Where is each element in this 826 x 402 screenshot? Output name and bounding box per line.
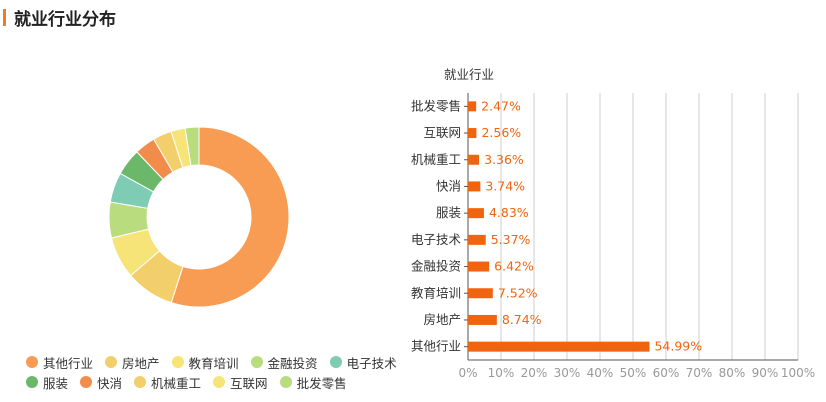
legend-label: 快消 <box>97 375 123 391</box>
bar-7 <box>468 288 493 299</box>
industry-donut-chart <box>108 126 290 308</box>
legend-item[interactable]: 机械重工 <box>134 373 201 392</box>
legend-item[interactable]: 批发零售 <box>279 373 347 392</box>
category-label: 金融投资 <box>411 259 461 274</box>
legend-label: 其他行业 <box>43 355 94 371</box>
bar-value-label: 2.56% <box>481 125 521 140</box>
legend-dot-icon <box>26 376 38 388</box>
donut-slice-9 <box>184 126 200 167</box>
bar-5 <box>468 234 486 245</box>
legend-label: 服装 <box>43 375 69 391</box>
bar-3 <box>468 181 481 192</box>
bar-9 <box>468 341 650 352</box>
category-label: 房地产 <box>423 312 461 327</box>
donut-legend: 其他行业 房地产 教育培训 金融投资 电子技术服装 快消 机械重工 互联网 批发零售 <box>26 352 406 392</box>
bar-1 <box>468 128 477 139</box>
category-label: 批发零售 <box>411 98 461 113</box>
legend-dot-icon <box>105 356 118 368</box>
bar-value-label: 4.83% <box>489 205 529 220</box>
bar-8 <box>468 314 497 325</box>
donut-slice-0 <box>170 126 290 308</box>
legend-row: 服装 快消 机械重工 互联网 批发零售 <box>26 372 406 392</box>
legend-dot-icon <box>213 376 226 388</box>
legend-dot-icon <box>26 356 38 368</box>
bar-value-label: 7.52% <box>498 285 538 300</box>
bar-6 <box>468 261 490 272</box>
x-tick-label: 80% <box>719 366 746 380</box>
x-tick-label: 30% <box>554 366 581 380</box>
x-tick-label: 10% <box>488 366 515 380</box>
legend-label: 金融投资 <box>267 355 318 371</box>
category-label: 教育培训 <box>411 285 461 300</box>
category-label: 机械重工 <box>411 152 461 167</box>
bar-value-label: 2.47% <box>481 98 521 113</box>
legend-label: 批发零售 <box>296 375 347 391</box>
legend-label: 机械重工 <box>151 375 202 391</box>
legend-row: 其他行业 房地产 教育培训 金融投资 电子技术 <box>26 352 406 372</box>
legend-item[interactable]: 服装 <box>26 373 68 392</box>
legend-item[interactable]: 互联网 <box>213 373 268 392</box>
x-tick-label: 60% <box>653 366 680 380</box>
bar-2 <box>468 154 480 165</box>
x-tick-label: 70% <box>686 366 713 380</box>
bar-value-label: 6.42% <box>494 259 534 274</box>
legend-dot-icon <box>250 356 263 368</box>
bar-value-label: 5.37% <box>491 232 531 247</box>
x-tick-label: 50% <box>620 366 647 380</box>
legend-label: 房地产 <box>122 355 160 371</box>
legend-dot-icon <box>134 376 147 388</box>
bar-chart-title: 就业行业 <box>444 67 495 82</box>
x-tick-label: 100% <box>781 366 815 380</box>
legend-dot-icon <box>329 356 342 368</box>
category-label: 互联网 <box>423 125 461 140</box>
x-tick-label: 90% <box>752 366 779 380</box>
category-label: 电子技术 <box>411 232 462 247</box>
legend-dot-icon <box>80 376 93 388</box>
x-tick-label: 20% <box>521 366 548 380</box>
bar-value-label: 3.74% <box>485 178 525 193</box>
bar-value-label: 3.36% <box>484 152 524 167</box>
bar-4 <box>468 208 484 219</box>
legend-dot-icon <box>171 356 184 368</box>
x-tick-label: 0% <box>458 366 477 380</box>
legend-item[interactable]: 教育培训 <box>171 353 239 372</box>
legend-item[interactable]: 快消 <box>80 373 122 392</box>
header-accent-bar <box>3 8 6 26</box>
legend-item[interactable]: 其他行业 <box>26 353 93 372</box>
legend-item[interactable]: 房地产 <box>105 353 160 372</box>
legend-label: 教育培训 <box>188 355 239 371</box>
legend-dot-icon <box>279 376 292 388</box>
category-label: 服装 <box>436 205 461 220</box>
category-label: 其他行业 <box>411 339 461 354</box>
bar-value-label: 54.99% <box>654 339 702 354</box>
legend-label: 电子技术 <box>346 355 397 371</box>
bar-0 <box>468 101 477 112</box>
section-header: 就业行业分布 <box>0 4 116 30</box>
legend-item[interactable]: 电子技术 <box>329 353 397 372</box>
x-tick-label: 40% <box>587 366 614 380</box>
legend-item[interactable]: 金融投资 <box>250 353 318 372</box>
bar-value-label: 8.74% <box>502 312 542 327</box>
legend-label: 互联网 <box>230 375 268 391</box>
section-title: 就业行业分布 <box>14 9 116 30</box>
category-label: 快消 <box>436 178 461 193</box>
